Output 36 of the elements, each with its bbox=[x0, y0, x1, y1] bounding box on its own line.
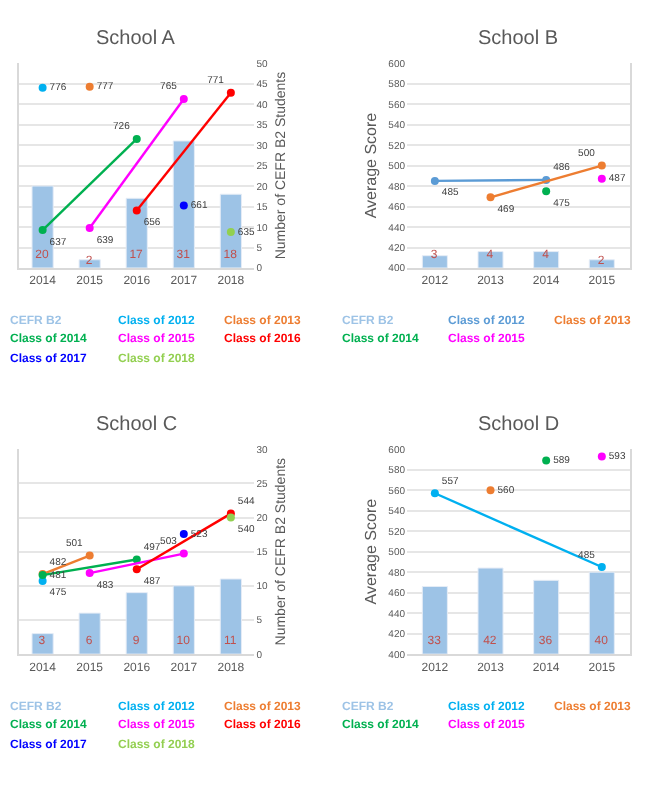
point bbox=[179, 94, 188, 103]
bar bbox=[172, 140, 195, 268]
bar bbox=[172, 585, 195, 655]
bar bbox=[125, 197, 148, 268]
chart-title: School A bbox=[96, 28, 176, 50]
point bbox=[132, 565, 141, 574]
bar bbox=[31, 633, 54, 655]
point bbox=[179, 549, 188, 558]
point bbox=[430, 176, 439, 185]
point bbox=[597, 563, 606, 572]
point bbox=[38, 226, 47, 235]
point bbox=[85, 224, 94, 233]
bar bbox=[421, 585, 448, 655]
bar bbox=[219, 193, 242, 268]
bar bbox=[78, 259, 101, 268]
bar bbox=[31, 185, 54, 268]
y-axis-title: Average Score bbox=[361, 497, 380, 605]
bar bbox=[78, 612, 101, 655]
bar bbox=[477, 567, 504, 655]
chart-title: School D bbox=[478, 414, 560, 436]
point bbox=[85, 569, 94, 578]
bar bbox=[588, 571, 615, 655]
point bbox=[226, 88, 235, 97]
point bbox=[430, 489, 439, 498]
point bbox=[132, 134, 141, 143]
y-axis-title: Average Score bbox=[361, 111, 380, 219]
point bbox=[486, 193, 495, 202]
bar bbox=[125, 592, 148, 655]
point bbox=[132, 555, 141, 564]
chart-title: School C bbox=[96, 414, 178, 436]
bar bbox=[533, 579, 560, 655]
chart-title: School B bbox=[478, 28, 559, 50]
bar bbox=[219, 578, 242, 655]
point bbox=[132, 206, 141, 215]
point bbox=[597, 161, 606, 170]
point bbox=[85, 551, 94, 560]
